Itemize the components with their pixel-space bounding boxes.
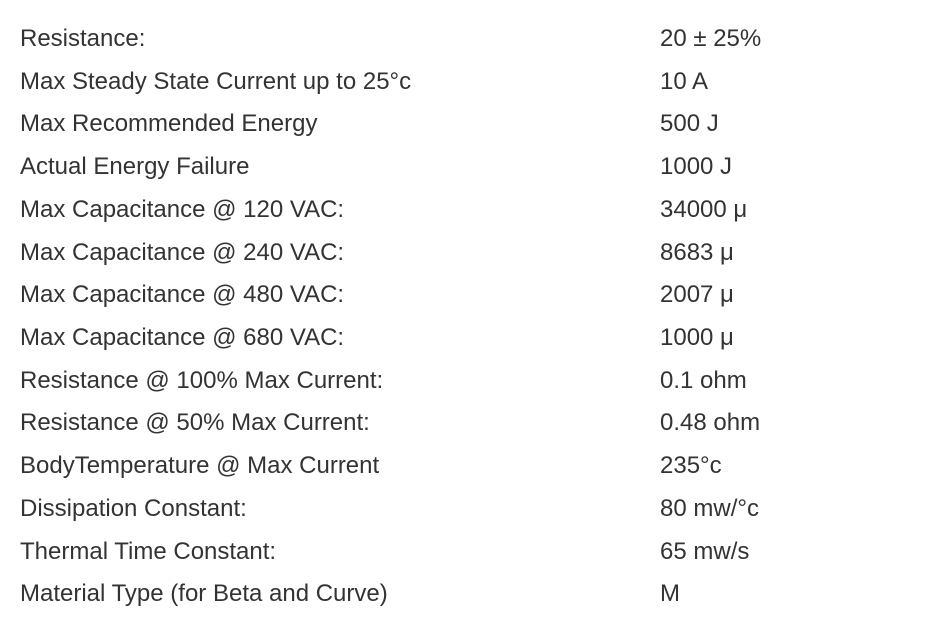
spec-row: Resistance: 20 ± 25% (20, 18, 930, 61)
spec-value: M (660, 573, 930, 616)
spec-row: Material Type (for Beta and Curve) M (20, 573, 930, 616)
spec-value: 1000 J (660, 146, 930, 189)
spec-value: 20 ± 25% (660, 18, 930, 61)
spec-value: 235°c (660, 445, 930, 488)
spec-value: 500 J (660, 103, 930, 146)
spec-label: BodyTemperature @ Max Current (20, 445, 660, 488)
spec-value: 80 mw/°c (660, 488, 930, 531)
spec-label: Resistance @ 50% Max Current: (20, 402, 660, 445)
spec-value: 1000 μ (660, 317, 930, 360)
spec-row: Max Capacitance @ 480 VAC: 2007 μ (20, 274, 930, 317)
spec-label: Material Type (for Beta and Curve) (20, 573, 660, 616)
spec-row: Resistance @ 100% Max Current: 0.1 ohm (20, 360, 930, 403)
spec-label: Resistance: (20, 18, 660, 61)
spec-table: Resistance: 20 ± 25% Max Steady State Cu… (20, 18, 930, 616)
spec-row: Max Capacitance @ 680 VAC: 1000 μ (20, 317, 930, 360)
spec-value: 10 A (660, 61, 930, 104)
spec-value: 2007 μ (660, 274, 930, 317)
spec-value: 0.48 ohm (660, 402, 930, 445)
spec-label: Max Recommended Energy (20, 103, 660, 146)
spec-row: Actual Energy Failure 1000 J (20, 146, 930, 189)
spec-value: 0.1 ohm (660, 360, 930, 403)
spec-label: Max Steady State Current up to 25°c (20, 61, 660, 104)
spec-row: Max Capacitance @ 120 VAC: 34000 μ (20, 189, 930, 232)
spec-label: Actual Energy Failure (20, 146, 660, 189)
spec-label: Resistance @ 100% Max Current: (20, 360, 660, 403)
spec-row: Max Recommended Energy 500 J (20, 103, 930, 146)
spec-row: Resistance @ 50% Max Current: 0.48 ohm (20, 402, 930, 445)
spec-value: 65 mw/s (660, 531, 930, 574)
spec-row: BodyTemperature @ Max Current 235°c (20, 445, 930, 488)
spec-value: 8683 μ (660, 232, 930, 275)
spec-row: Thermal Time Constant: 65 mw/s (20, 531, 930, 574)
spec-row: Max Capacitance @ 240 VAC: 8683 μ (20, 232, 930, 275)
spec-label: Max Capacitance @ 120 VAC: (20, 189, 660, 232)
spec-row: Dissipation Constant: 80 mw/°c (20, 488, 930, 531)
spec-label: Max Capacitance @ 480 VAC: (20, 274, 660, 317)
spec-label: Dissipation Constant: (20, 488, 660, 531)
spec-label: Max Capacitance @ 240 VAC: (20, 232, 660, 275)
spec-value: 34000 μ (660, 189, 930, 232)
spec-row: Max Steady State Current up to 25°c 10 A (20, 61, 930, 104)
spec-label: Thermal Time Constant: (20, 531, 660, 574)
spec-label: Max Capacitance @ 680 VAC: (20, 317, 660, 360)
